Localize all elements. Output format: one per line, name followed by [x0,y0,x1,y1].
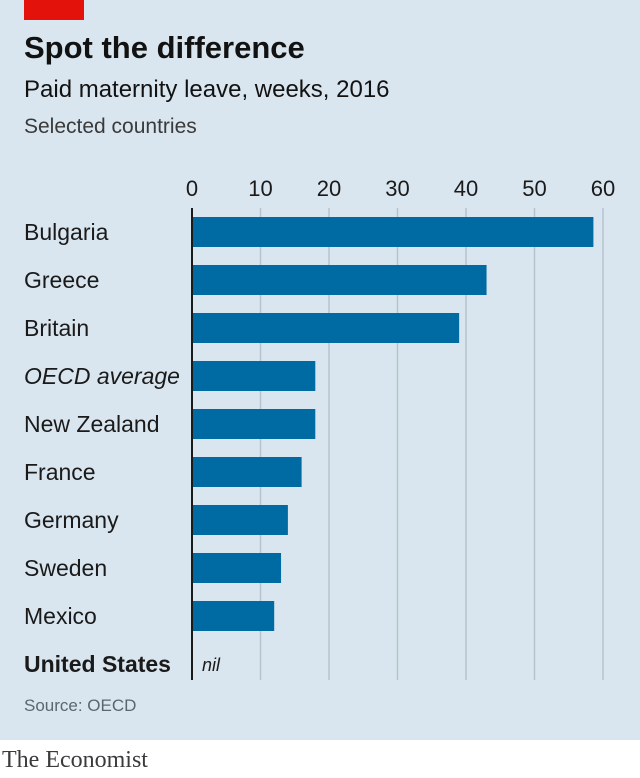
category-label-germany: Germany [24,507,119,533]
category-label-britain: Britain [24,315,89,341]
value-note-united-states: nil [202,655,221,675]
brand-red-tag [24,0,84,20]
bar-oecd-average [192,361,316,391]
tick-label-60: 60 [591,176,615,201]
bar-sweden [192,553,282,583]
tick-label-0: 0 [186,176,198,201]
bar-mexico [192,601,275,631]
tick-label-20: 20 [317,176,341,201]
category-label-bulgaria: Bulgaria [24,219,109,245]
bar-britain [192,313,460,343]
category-label-france: France [24,459,96,485]
bars [192,217,594,631]
bar-greece [192,265,487,295]
bar-chart: 0 10 20 30 40 50 60 Bulgaria Greece Britain OECD … [24,176,615,680]
chart-title: Spot the difference [24,30,305,65]
category-label-new-zealand: New Zealand [24,411,160,437]
x-axis-ticks: 0 10 20 30 40 50 60 [186,176,615,201]
tick-label-40: 40 [454,176,478,201]
chart-note: Selected countries [24,115,197,138]
tick-label-10: 10 [248,176,272,201]
chart-subtitle: Paid maternity leave, weeks, 2016 [24,76,390,103]
source-note: Source: OECD [24,696,137,715]
category-label-greece: Greece [24,267,99,293]
bar-bulgaria [192,217,594,247]
category-label-united-states: United States [24,651,171,677]
tick-label-30: 30 [385,176,409,201]
category-label-mexico: Mexico [24,603,97,629]
publisher-logo: The Economist [2,747,148,773]
chart-panel [0,0,640,740]
bar-new-zealand [192,409,316,439]
bar-france [192,457,302,487]
tick-label-50: 50 [522,176,546,201]
bar-germany [192,505,288,535]
category-labels: Bulgaria Greece Britain OECD average New Zea… [24,219,221,677]
category-label-sweden: Sweden [24,555,107,581]
category-label-oecd-average: OECD average [24,363,180,389]
